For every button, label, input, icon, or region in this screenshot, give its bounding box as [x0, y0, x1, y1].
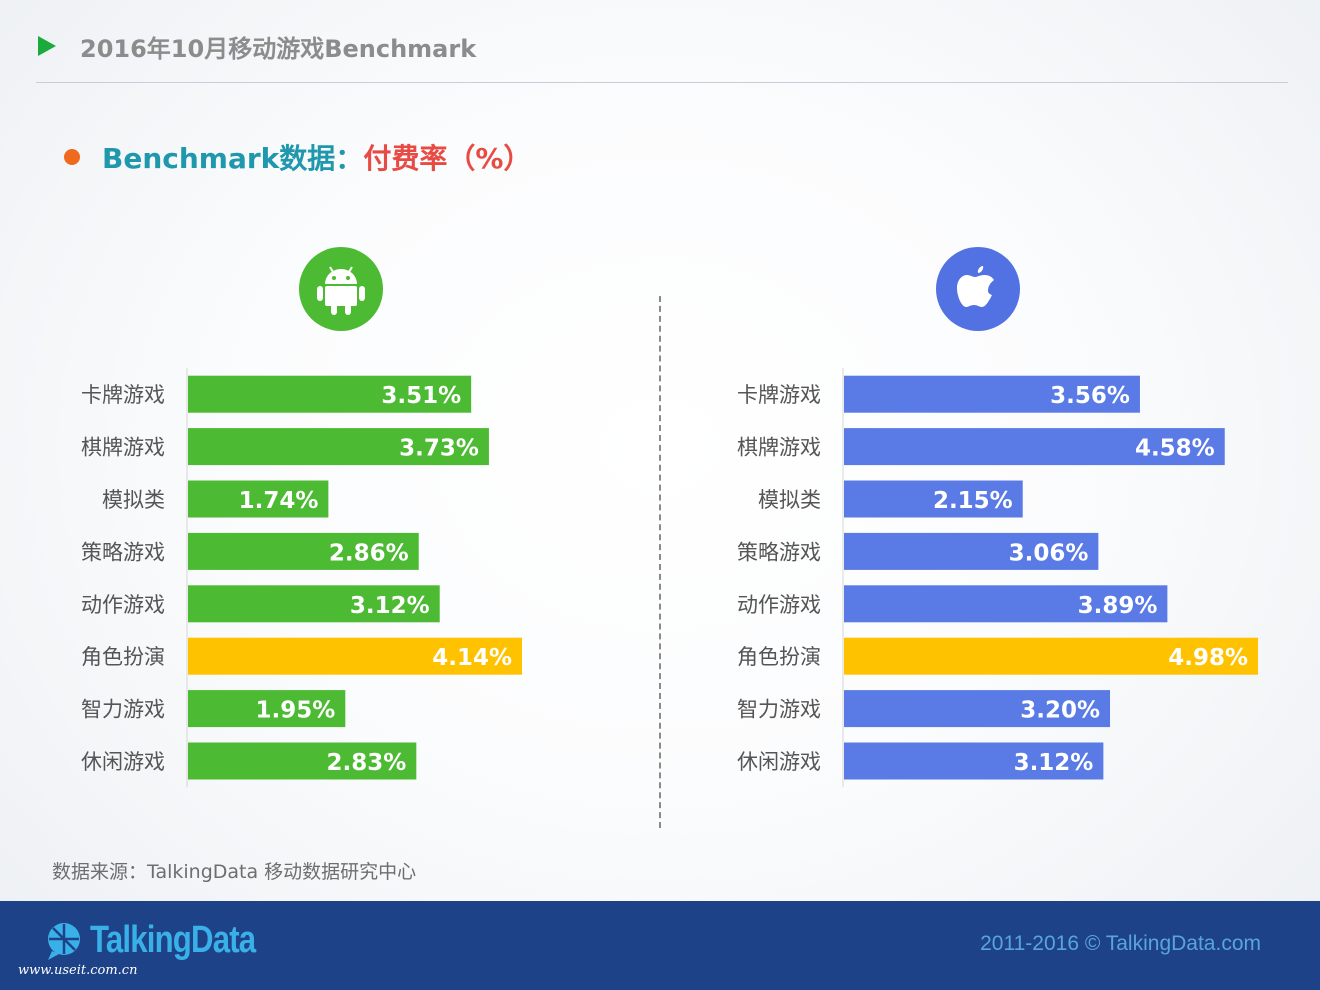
- android-value-label: 2.83%: [327, 750, 407, 776]
- ios-value-label: 3.56%: [1050, 383, 1130, 409]
- android-icon: [317, 266, 365, 315]
- android-bar: [188, 480, 329, 518]
- android-value-label: 4.14%: [432, 645, 512, 671]
- android-category-label: 智力游戏: [81, 698, 165, 722]
- android-category-label: 角色扮演: [81, 645, 165, 669]
- ios-category-label: 休闲游戏: [737, 750, 821, 774]
- ios-bar-chart: 卡牌游戏 3.56% 棋牌游戏 4.58% 模拟类 2.15% 策略游戏 3.06% 动作游戏 3…: [737, 368, 1258, 788]
- ios-value-label: 4.58%: [1135, 436, 1215, 462]
- apple-badge: [936, 247, 1020, 331]
- ios-bar: [844, 428, 1225, 466]
- ios-category-label: 卡牌游戏: [737, 383, 821, 407]
- page-title: 2016年10月移动游戏Benchmark: [80, 34, 477, 63]
- android-value-label: 1.74%: [239, 488, 319, 514]
- dashed-divider: [659, 296, 661, 828]
- ios-category-label: 动作游戏: [737, 593, 821, 617]
- brand-logo: TalkingData: [44, 919, 292, 962]
- ios-value-label: 3.06%: [1009, 540, 1089, 566]
- android-bar-chart: 卡牌游戏 3.51% 棋牌游戏 3.73% 模拟类 1.74% 策略游戏 2.86% 动作游戏 3…: [81, 368, 522, 788]
- android-bar: [188, 428, 489, 466]
- android-category-label: 动作游戏: [81, 593, 165, 617]
- orange-bullet-icon: [64, 149, 80, 165]
- ios-category-label: 策略游戏: [737, 540, 821, 564]
- ios-bar: [844, 742, 1104, 780]
- apple-icon: [957, 266, 994, 307]
- android-bar: [188, 690, 346, 728]
- section-title: Benchmark数据： 付费率（%）: [64, 137, 531, 177]
- android-bar: [188, 585, 440, 623]
- section-title-highlight: 付费率（%）: [363, 142, 532, 175]
- android-category-label: 策略游戏: [81, 540, 165, 564]
- android-value-label: 3.51%: [381, 383, 461, 409]
- android-value-label: 3.73%: [399, 436, 479, 462]
- ios-value-label: 3.12%: [1014, 750, 1094, 776]
- ios-bar: [844, 480, 1023, 518]
- footer: TalkingData 2011-2016 © TalkingData.com …: [0, 901, 1320, 990]
- title-divider: [36, 82, 1288, 83]
- talkingdata-logo-icon: [44, 921, 84, 961]
- android-bar: [188, 375, 472, 413]
- ios-category-label: 智力游戏: [737, 698, 821, 722]
- ios-value-label: 2.15%: [933, 488, 1013, 514]
- data-source: 数据来源：TalkingData 移动数据研究中心: [52, 861, 417, 883]
- ios-category-label: 角色扮演: [737, 645, 821, 669]
- android-category-label: 休闲游戏: [81, 750, 165, 774]
- ios-bar: [844, 690, 1111, 728]
- android-category-label: 模拟类: [102, 488, 165, 512]
- ios-bar: [844, 532, 1099, 570]
- android-bar: [188, 742, 417, 780]
- play-triangle-icon: [38, 36, 56, 56]
- android-category-label: 棋牌游戏: [81, 436, 165, 460]
- ios-value-label: 3.20%: [1020, 698, 1100, 724]
- android-bar: [188, 532, 419, 570]
- section-title-prefix: Benchmark数据：: [102, 142, 364, 175]
- android-value-label: 1.95%: [256, 698, 336, 724]
- watermark: www.useit.com.cn: [18, 963, 138, 978]
- copyright: 2011-2016 © TalkingData.com: [980, 932, 1261, 955]
- ios-category-label: 棋牌游戏: [737, 436, 821, 460]
- android-category-label: 卡牌游戏: [81, 383, 165, 407]
- android-value-label: 2.86%: [329, 540, 409, 566]
- android-badge: [299, 247, 383, 331]
- ios-value-label: 3.89%: [1078, 593, 1158, 619]
- ios-category-label: 模拟类: [758, 488, 821, 512]
- ios-value-label: 4.98%: [1168, 645, 1248, 671]
- header: 2016年10月移动游戏Benchmark: [38, 28, 476, 64]
- ios-chart: 卡牌游戏 3.56% 棋牌游戏 4.58% 模拟类 2.15% 策略游戏 3.06% 动作游戏 3…: [696, 366, 1296, 791]
- android-value-label: 3.12%: [350, 593, 430, 619]
- ios-bar: [844, 375, 1140, 413]
- brand-name: TalkingData: [90, 919, 256, 961]
- android-bar: [188, 637, 522, 675]
- android-chart: 卡牌游戏 3.51% 棋牌游戏 3.73% 模拟类 1.74% 策略游戏 2.86% 动作游戏 3…: [40, 366, 600, 791]
- ios-bar: [844, 637, 1258, 675]
- ios-bar: [844, 585, 1168, 623]
